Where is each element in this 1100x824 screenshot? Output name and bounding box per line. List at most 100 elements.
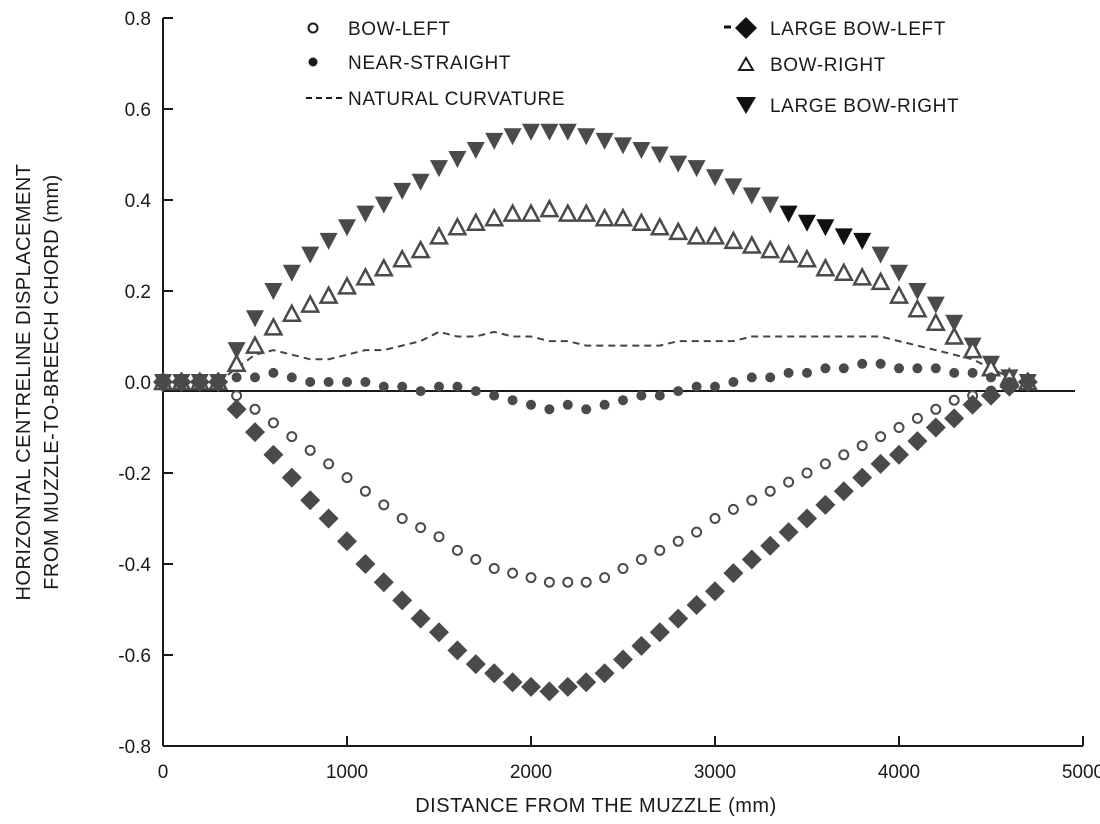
bow-left-point [617,563,629,574]
large-bow-right-point [558,123,577,141]
large-bow-right-point [669,155,688,173]
y-tick-label: -0.8 [118,737,151,758]
bow-left-point [433,531,445,543]
y-tick-label: 0.0 [125,373,151,394]
y-axis-ticks: 0.8 0.6 0.4 0.2 0.0 -0.2 -0.4 -0.6 -0.8 [118,9,173,758]
bow-right-point [925,312,946,332]
near-straight-point [894,363,904,374]
large-bow-left-point [741,549,762,570]
large-bow-left-point [705,581,725,602]
bow-left-point [525,572,537,584]
large-bow-left-point [981,385,1001,406]
y-tick-label: 0.8 [125,9,151,30]
bow-left-point [488,563,500,574]
large-bow-left-point [686,595,707,615]
large-bow-left-point [447,640,468,661]
filled-circle-icon [308,57,318,67]
near-straight-point [838,363,849,374]
bow-left-point [838,449,850,461]
near-straight-point [710,381,720,392]
large-bow-left-point [429,622,449,643]
bow-right-point [392,248,413,268]
legend-item-natural-curvature: NATURAL CURVATURE [306,89,565,110]
bow-left-point [801,467,813,479]
large-bow-right-point [742,187,761,205]
large-bow-right-point [503,128,522,146]
near-straight-point [397,381,408,392]
data-markers [152,123,1038,702]
y-axis-title-line2: FROM MUZZLE-TO-BREECH CHORD (mm) [41,174,63,590]
x-tick-label: 3000 [694,762,736,783]
large-bow-left-point [263,444,284,465]
x-tick-label: 4000 [878,762,920,783]
large-bow-right-point [466,142,485,159]
bow-left-point [856,440,868,452]
bow-left-point [930,403,942,415]
y-tick-label: 0.6 [125,100,151,121]
y-tick-label: -0.6 [118,646,151,667]
large-bow-right-point [779,205,798,223]
large-bow-left-point [208,372,229,392]
bow-left-point [580,576,592,588]
bow-right-point [907,298,928,318]
x-tick-label: 1000 [326,762,368,783]
bow-right-point [520,202,542,222]
legend-label-natural-curvature: NATURAL CURVATURE [348,89,565,110]
large-bow-left-point [723,563,744,584]
bow-left-point [709,513,721,524]
near-straight-point [470,386,481,397]
large-bow-left-point [355,554,376,574]
bow-left-point [249,403,261,415]
near-straight-point [599,399,610,410]
large-bow-left-point [521,676,541,697]
near-straight-point [949,367,960,378]
bow-left-point [783,476,795,488]
large-bow-left-point [373,572,394,593]
large-bow-right-point [853,232,872,250]
legend-item-bow-right: BOW-RIGHT [737,55,885,76]
near-straight-point [912,363,923,374]
large-bow-left-point [852,467,873,488]
bow-left-point [746,494,758,506]
bow-right-point [852,266,873,286]
near-straight-point [746,372,757,383]
bow-right-point [668,221,689,241]
large-bow-left-point [833,481,854,502]
bow-right-point [962,339,983,359]
near-straight-point [250,372,260,383]
bow-left-point [396,513,408,524]
large-bow-right-point [577,128,596,146]
bow-right-point [502,202,523,222]
bow-left-point [599,572,611,584]
near-straight-point [286,372,297,383]
large-bow-left-point [668,608,689,629]
large-bow-left-point [171,372,192,392]
near-straight-point [673,386,684,397]
near-straight-point [581,404,592,415]
x-tick-label: 2000 [510,762,552,783]
large-bow-left-point [649,622,670,643]
legend: BOW-LEFT NEAR-STRAIGHT NATURAL CURVATURE… [306,17,959,117]
bow-left-point [635,554,647,565]
large-bow-left-point [631,635,652,656]
large-bow-left-point [1017,372,1038,392]
large-bow-right-point [282,264,301,282]
near-straight-point [323,377,334,387]
large-bow-right-point [632,142,651,159]
near-straight-point [618,395,628,406]
near-straight-point [305,377,316,387]
near-straight-point [875,358,886,369]
large-bow-left-point [925,417,946,438]
large-bow-right-point [834,228,853,246]
bow-left-point [267,417,279,429]
x-tick-label: 0 [158,762,169,783]
bow-left-point [378,499,390,511]
large-bow-right-point [595,132,614,150]
bow-right-point [888,284,910,304]
large-bow-left-point [465,654,486,675]
bow-left-point [819,458,831,470]
near-straight-point [268,367,279,378]
bow-left-point [875,431,887,443]
x-tick-label: 5000 [1062,762,1100,783]
y-axis-title-line1: HORIZONTAL CENTRELINE DISPLACEMENT [13,163,35,600]
